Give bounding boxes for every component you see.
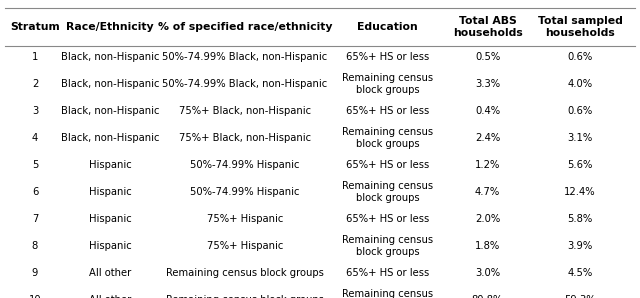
Text: 0.6%: 0.6% <box>568 52 593 62</box>
Text: Black, non-Hispanic: Black, non-Hispanic <box>61 133 159 143</box>
Text: Hispanic: Hispanic <box>88 214 131 224</box>
Text: 4.0%: 4.0% <box>568 79 593 89</box>
Text: Remaining census
block groups: Remaining census block groups <box>342 289 433 298</box>
Text: Remaining census block groups: Remaining census block groups <box>166 268 324 278</box>
Text: 2: 2 <box>32 79 38 89</box>
Text: 3.9%: 3.9% <box>568 241 593 251</box>
Text: 4: 4 <box>32 133 38 143</box>
Text: 1.8%: 1.8% <box>475 241 500 251</box>
Text: Total sampled
households: Total sampled households <box>538 16 623 38</box>
Text: Remaining census
block groups: Remaining census block groups <box>342 127 433 149</box>
Text: Black, non-Hispanic: Black, non-Hispanic <box>61 52 159 62</box>
Text: 2.4%: 2.4% <box>475 133 500 143</box>
Text: 7: 7 <box>32 214 38 224</box>
Text: 75%+ Hispanic: 75%+ Hispanic <box>207 214 283 224</box>
Text: 50%-74.99% Hispanic: 50%-74.99% Hispanic <box>190 160 300 170</box>
Text: Hispanic: Hispanic <box>88 160 131 170</box>
Text: 3.0%: 3.0% <box>475 268 500 278</box>
Text: 5: 5 <box>32 160 38 170</box>
Text: 65%+ HS or less: 65%+ HS or less <box>346 268 429 278</box>
Text: 3.3%: 3.3% <box>475 79 500 89</box>
Text: 50%-74.99% Hispanic: 50%-74.99% Hispanic <box>190 187 300 197</box>
Text: 0.6%: 0.6% <box>568 106 593 116</box>
Text: % of specified race/ethnicity: % of specified race/ethnicity <box>157 22 332 32</box>
Text: 3.1%: 3.1% <box>568 133 593 143</box>
Text: 4.7%: 4.7% <box>475 187 500 197</box>
Text: 9: 9 <box>32 268 38 278</box>
Text: Black, non-Hispanic: Black, non-Hispanic <box>61 106 159 116</box>
Text: 50%-74.99% Black, non-Hispanic: 50%-74.99% Black, non-Hispanic <box>163 79 328 89</box>
Text: All other: All other <box>89 268 131 278</box>
Text: 6: 6 <box>32 187 38 197</box>
Text: 4.5%: 4.5% <box>568 268 593 278</box>
Text: 0.4%: 0.4% <box>475 106 500 116</box>
Text: Hispanic: Hispanic <box>88 241 131 251</box>
Text: All other: All other <box>89 295 131 298</box>
Text: Hispanic: Hispanic <box>88 187 131 197</box>
Text: 75%+ Black, non-Hispanic: 75%+ Black, non-Hispanic <box>179 133 311 143</box>
Text: 0.5%: 0.5% <box>475 52 500 62</box>
Text: Black, non-Hispanic: Black, non-Hispanic <box>61 79 159 89</box>
Text: 65%+ HS or less: 65%+ HS or less <box>346 52 429 62</box>
Text: Remaining census
block groups: Remaining census block groups <box>342 73 433 95</box>
Text: 65%+ HS or less: 65%+ HS or less <box>346 160 429 170</box>
Text: Remaining census block groups: Remaining census block groups <box>166 295 324 298</box>
Text: 75%+ Hispanic: 75%+ Hispanic <box>207 241 283 251</box>
Text: Remaining census
block groups: Remaining census block groups <box>342 235 433 257</box>
Text: Education: Education <box>357 22 418 32</box>
Text: 1.2%: 1.2% <box>475 160 500 170</box>
Text: Race/Ethnicity: Race/Ethnicity <box>66 22 154 32</box>
Text: 12.4%: 12.4% <box>564 187 596 197</box>
Text: 65%+ HS or less: 65%+ HS or less <box>346 106 429 116</box>
Text: 5.8%: 5.8% <box>568 214 593 224</box>
Text: 5.6%: 5.6% <box>567 160 593 170</box>
Text: Total ABS
households: Total ABS households <box>452 16 522 38</box>
Text: 3: 3 <box>32 106 38 116</box>
Text: 50%-74.99% Black, non-Hispanic: 50%-74.99% Black, non-Hispanic <box>163 52 328 62</box>
Text: 1: 1 <box>32 52 38 62</box>
Text: Remaining census
block groups: Remaining census block groups <box>342 181 433 203</box>
Text: 65%+ HS or less: 65%+ HS or less <box>346 214 429 224</box>
Text: 10: 10 <box>29 295 42 298</box>
Text: 2.0%: 2.0% <box>475 214 500 224</box>
Text: 59.3%: 59.3% <box>564 295 596 298</box>
Text: 8: 8 <box>32 241 38 251</box>
Text: 75%+ Black, non-Hispanic: 75%+ Black, non-Hispanic <box>179 106 311 116</box>
Text: Stratum: Stratum <box>10 22 60 32</box>
Text: 80.8%: 80.8% <box>472 295 503 298</box>
